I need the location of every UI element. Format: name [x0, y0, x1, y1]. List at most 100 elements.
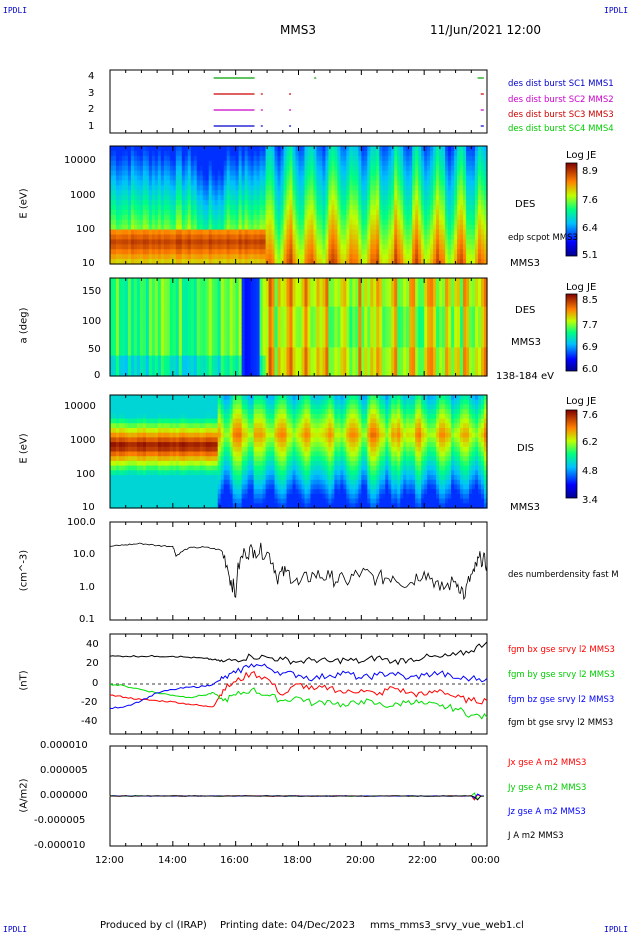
des-energy-cell [241, 234, 246, 241]
des-energy-cell [211, 160, 216, 167]
des-energy-cell [349, 214, 353, 221]
des-energy-cell [127, 180, 132, 186]
des-energy-cell [223, 219, 228, 226]
des-pitch-cell [178, 367, 183, 373]
des-energy-cell [325, 249, 330, 255]
des-pitch-cell [190, 294, 195, 300]
des-pitch-cell [199, 294, 204, 300]
des-pitch-cell [115, 367, 120, 373]
des-energy-cell [457, 190, 461, 196]
des-energy-cell [349, 234, 353, 241]
des-energy-cell [166, 249, 171, 255]
des-energy-cell [148, 155, 153, 162]
des-energy-cell [160, 195, 165, 201]
des-energy-cell [445, 205, 449, 211]
des-pitch-cell [136, 331, 141, 336]
des-energy-cell [361, 165, 365, 172]
des-energy-cell [346, 239, 350, 245]
des-energy-cell [292, 219, 297, 226]
des-energy-cell [217, 224, 222, 231]
des-energy-cell [187, 146, 192, 152]
des-energy-cell [397, 224, 401, 231]
des-energy-cell [301, 170, 306, 177]
des-energy-cell [406, 219, 410, 226]
des-pitch-cell [175, 335, 180, 340]
des-pitch-cell [145, 359, 150, 365]
des-pitch-cell [154, 302, 159, 308]
des-energy-cell [166, 170, 171, 177]
des-energy-cell [295, 205, 300, 211]
des-energy-cell [391, 224, 395, 231]
des-pitch-cell [193, 339, 198, 344]
des-energy-cell [130, 165, 135, 172]
des-energy-cell [319, 239, 324, 245]
des-pitch-cell [202, 310, 207, 316]
des-energy-cell [478, 170, 482, 177]
des-energy-cell [130, 259, 135, 265]
des-energy-cell [352, 209, 356, 216]
des-energy-cell [436, 185, 440, 191]
des-energy-cell [202, 219, 207, 226]
des-pitch-cell [175, 286, 180, 291]
des-energy-cell [244, 234, 249, 241]
des-energy-cell [391, 180, 395, 186]
spacecraft-title: MMS3 [280, 23, 316, 37]
des-energy-cell [286, 146, 291, 152]
des-energy-cell [427, 195, 431, 201]
des-pitch-cell [115, 359, 120, 365]
des-energy-cell [211, 209, 216, 216]
des-energy-cell [157, 150, 162, 157]
des-pitch-cell [169, 306, 174, 312]
des-pitch-cell [208, 278, 213, 283]
des-pitch-cell [196, 302, 201, 308]
des-energy-cell [394, 209, 398, 216]
des-energy-cell [343, 150, 347, 157]
des-energy-cell [430, 175, 434, 182]
des-energy-cell [316, 239, 321, 245]
des-energy-cell [406, 175, 410, 182]
des-energy-cell [139, 209, 144, 216]
des-pitch-cell [112, 347, 117, 353]
des-energy-cell [388, 150, 392, 157]
des-energy-cell [394, 254, 398, 260]
des-energy-cell [136, 155, 141, 162]
des-energy-cell [451, 190, 455, 196]
des-energy-cell [430, 224, 434, 231]
des-energy-cell [229, 214, 234, 221]
des-energy-cell [295, 160, 300, 167]
des-energy-cell [235, 185, 240, 191]
des-energy-cell [163, 185, 168, 191]
des-pitch-cell [163, 314, 168, 320]
des-energy-cell [412, 160, 416, 167]
des-energy-cell [424, 205, 428, 211]
des-energy-cell [202, 170, 207, 177]
des-energy-cell [238, 200, 243, 206]
des-pitch-cell [199, 290, 204, 295]
des-energy-cell [151, 190, 156, 196]
des-energy-cell [280, 155, 285, 162]
des-energy-cell [370, 205, 374, 211]
des-energy-cell [295, 185, 300, 191]
des-energy-cell [424, 259, 428, 265]
des-pitch-cell [172, 355, 177, 361]
des-pitch-cell [163, 310, 168, 316]
des-energy-cell [217, 249, 222, 255]
des-energy-cell [205, 190, 210, 196]
des-energy-cell [121, 155, 126, 162]
des-energy-cell [355, 239, 359, 245]
des-energy-cell [136, 219, 141, 226]
des-energy-cell [334, 165, 338, 172]
des-energy-cell [469, 224, 473, 231]
des-energy-cell [418, 160, 422, 167]
des-energy-cell [163, 229, 168, 236]
des-energy-cell [430, 200, 434, 206]
des-energy-cell [157, 175, 162, 182]
des-energy-cell [322, 150, 327, 157]
des-energy-cell [118, 219, 123, 226]
des-energy-cell [118, 175, 123, 182]
des-energy-cell [241, 259, 246, 265]
des-energy-cell [229, 195, 234, 201]
des-energy-cell [256, 239, 261, 245]
des-energy-cell [151, 229, 156, 236]
des-energy-cell [442, 200, 446, 206]
